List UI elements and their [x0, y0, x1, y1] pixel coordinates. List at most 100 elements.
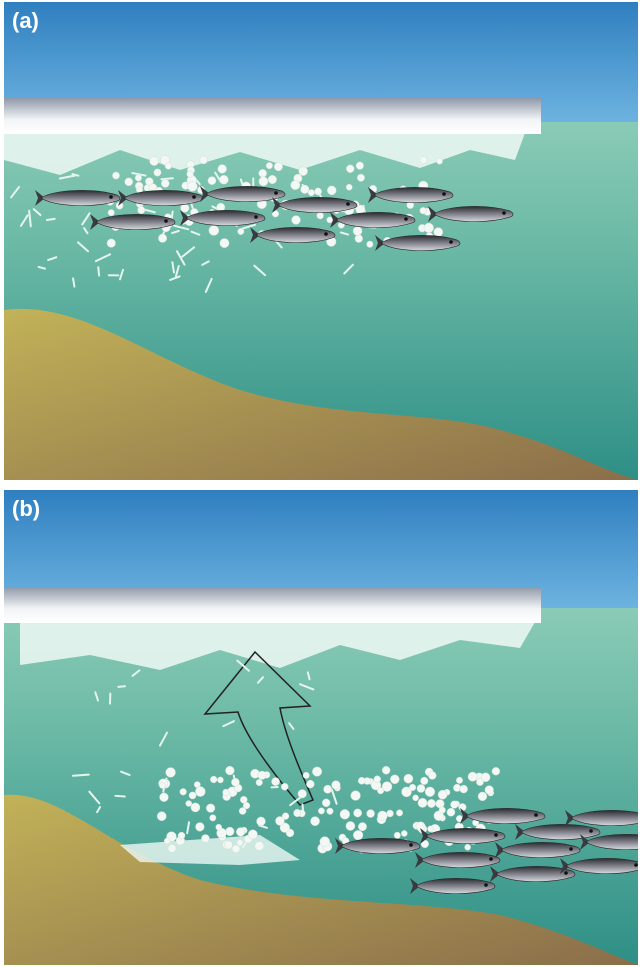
particle [332, 781, 341, 790]
particle [468, 772, 477, 781]
particle [223, 789, 230, 796]
particle [390, 775, 399, 784]
particle [164, 838, 170, 844]
particle [218, 165, 227, 174]
platelet [118, 686, 125, 687]
particle [324, 785, 332, 793]
particle [187, 171, 194, 178]
particle [404, 774, 413, 783]
particle [428, 772, 436, 780]
particle [188, 182, 198, 192]
particle [168, 844, 176, 852]
particle [178, 832, 185, 839]
particle [317, 212, 324, 219]
particle [209, 225, 219, 235]
particle [236, 828, 245, 837]
particle [416, 822, 425, 831]
particle [378, 811, 388, 821]
particle [291, 180, 300, 189]
panel-label: (b) [12, 496, 40, 521]
particle [135, 175, 142, 182]
particle [456, 777, 462, 783]
particle [237, 839, 243, 845]
particle [292, 216, 301, 225]
particle [306, 780, 314, 788]
particle [159, 782, 165, 788]
particle [367, 810, 375, 818]
particle [206, 804, 215, 813]
particle [420, 157, 427, 164]
particle [465, 844, 471, 850]
particle [451, 801, 459, 809]
particle [138, 206, 145, 213]
particle [303, 772, 309, 778]
particle [259, 169, 267, 177]
particle [217, 777, 223, 783]
particle [428, 826, 434, 832]
particle [374, 776, 381, 783]
figure: (a) (b) [0, 0, 640, 967]
particle [353, 830, 363, 840]
platelet [115, 796, 124, 797]
particle [150, 157, 159, 166]
particle [154, 169, 161, 176]
particle [195, 787, 205, 797]
particle [476, 778, 483, 785]
particle [256, 779, 263, 786]
particle [355, 235, 363, 243]
particle [401, 830, 407, 836]
particle [356, 162, 364, 170]
panel-a: (a) [4, 2, 638, 480]
particle [239, 807, 246, 814]
particle [417, 784, 425, 792]
particle [447, 808, 455, 816]
particle [387, 810, 394, 817]
particle [186, 800, 192, 806]
particle [231, 778, 239, 786]
particle [240, 796, 247, 803]
particle [340, 809, 350, 819]
particle [294, 809, 301, 816]
particle [266, 162, 272, 168]
particle [394, 832, 400, 838]
particle [224, 841, 232, 849]
particle [196, 822, 205, 831]
particle [314, 188, 321, 195]
particle [420, 207, 427, 214]
particle [367, 241, 373, 247]
particle [275, 816, 284, 825]
particle [318, 808, 324, 814]
ice-shelf [4, 587, 541, 623]
particle [248, 830, 257, 839]
particle [434, 228, 443, 237]
particle [161, 179, 169, 187]
particle [346, 165, 354, 173]
particle [191, 803, 200, 812]
particle [358, 822, 366, 830]
particle [357, 174, 364, 181]
particle [200, 156, 208, 164]
particle [354, 809, 362, 817]
particle [225, 766, 234, 775]
particle [418, 798, 427, 807]
particle [281, 783, 288, 790]
particle [485, 786, 494, 795]
particle [424, 223, 434, 233]
platelet [98, 267, 99, 275]
particle [226, 827, 235, 836]
particle [327, 217, 333, 223]
particle [322, 799, 330, 807]
particle [257, 817, 266, 826]
particle [210, 776, 217, 783]
particle [216, 824, 222, 830]
particle [346, 821, 355, 830]
platelet [161, 178, 173, 179]
particle [108, 209, 114, 215]
particle [210, 815, 216, 821]
ice-shelf [4, 98, 541, 134]
particle [208, 177, 216, 185]
particle [107, 239, 115, 247]
particle [460, 785, 468, 793]
platelet [73, 278, 74, 286]
particle [421, 777, 429, 785]
